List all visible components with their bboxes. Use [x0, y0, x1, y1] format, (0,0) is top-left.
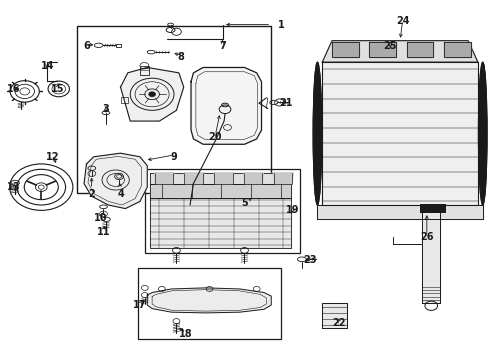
- Text: 9: 9: [170, 152, 177, 162]
- Text: 24: 24: [395, 16, 408, 26]
- Text: 5: 5: [241, 198, 247, 208]
- Polygon shape: [84, 153, 147, 208]
- Text: 19: 19: [286, 205, 299, 215]
- Text: 4: 4: [117, 189, 123, 199]
- Text: 20: 20: [208, 132, 222, 142]
- Polygon shape: [322, 62, 477, 205]
- Text: 13: 13: [7, 182, 20, 192]
- Polygon shape: [214, 173, 233, 184]
- Bar: [116, 44, 121, 47]
- Text: 26: 26: [419, 232, 433, 242]
- Bar: [121, 97, 128, 103]
- Text: 23: 23: [303, 255, 316, 265]
- Text: 18: 18: [179, 329, 193, 339]
- Bar: [77, 26, 271, 193]
- Text: 2: 2: [88, 189, 95, 199]
- Polygon shape: [406, 42, 432, 57]
- Polygon shape: [120, 67, 183, 121]
- Text: 15: 15: [50, 84, 64, 94]
- Bar: [137, 267, 281, 339]
- Text: 8: 8: [178, 52, 184, 62]
- Text: 16: 16: [7, 84, 20, 94]
- Polygon shape: [322, 303, 346, 328]
- Text: 10: 10: [94, 212, 107, 222]
- Text: 3: 3: [102, 104, 109, 113]
- Polygon shape: [191, 67, 261, 144]
- Polygon shape: [443, 42, 469, 57]
- Ellipse shape: [477, 62, 486, 205]
- Text: 12: 12: [45, 152, 59, 162]
- Polygon shape: [368, 42, 395, 57]
- Bar: [144, 169, 300, 253]
- Circle shape: [148, 92, 155, 97]
- Text: 21: 21: [279, 98, 292, 108]
- Polygon shape: [273, 173, 292, 184]
- Text: 1: 1: [277, 19, 284, 30]
- Text: 11: 11: [97, 227, 110, 237]
- Bar: [419, 204, 445, 212]
- Polygon shape: [331, 42, 358, 57]
- Text: 14: 14: [41, 61, 54, 71]
- Polygon shape: [244, 173, 263, 184]
- Polygon shape: [149, 198, 290, 248]
- Bar: [419, 204, 445, 212]
- Polygon shape: [147, 288, 271, 313]
- Text: 7: 7: [219, 41, 225, 51]
- Polygon shape: [322, 41, 477, 62]
- Text: 17: 17: [133, 300, 146, 310]
- Polygon shape: [421, 212, 440, 303]
- Text: 22: 22: [332, 318, 346, 328]
- Polygon shape: [149, 184, 290, 198]
- Bar: [140, 66, 148, 75]
- Polygon shape: [149, 173, 290, 184]
- Text: 6: 6: [83, 41, 90, 51]
- Ellipse shape: [312, 62, 321, 205]
- Polygon shape: [317, 205, 482, 219]
- Polygon shape: [184, 173, 203, 184]
- Text: 25: 25: [383, 41, 396, 51]
- Polygon shape: [154, 173, 174, 184]
